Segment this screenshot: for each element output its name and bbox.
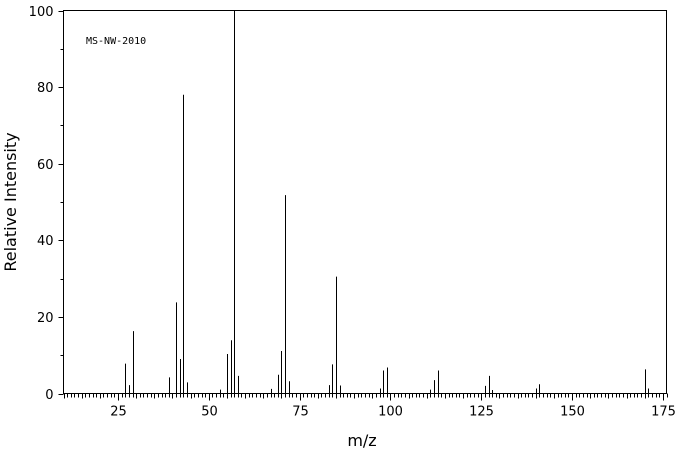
y-tick-label: 0 [45,388,53,403]
y-tick-label: 40 [37,234,54,249]
x-tick-label: 75 [292,405,309,420]
y-axis-title: Relative Intensity [1,132,20,271]
x-tick-label: 150 [560,405,585,420]
y-tick-label: 20 [37,311,54,326]
x-tick-label: 125 [469,405,494,420]
spectrum-peaks [125,10,649,394]
y-tick-label: 60 [37,158,54,173]
spectrum-annotation: MS-NW-2010 [86,36,146,47]
y-tick-label: 80 [37,81,54,96]
x-tick-label: 100 [378,405,403,420]
plot-frame [63,10,667,394]
x-axis-ticks: 25 50 75 100 125 150 175 [64,393,676,420]
y-tick-label: 100 [29,5,54,20]
x-tick-label: 175 [651,405,676,420]
y-axis-ticks: 0 20 40 60 80 100 [29,5,64,403]
x-tick-label: 50 [201,405,218,420]
x-tick-label: 25 [110,405,127,420]
x-axis-title: m/z [347,431,376,450]
